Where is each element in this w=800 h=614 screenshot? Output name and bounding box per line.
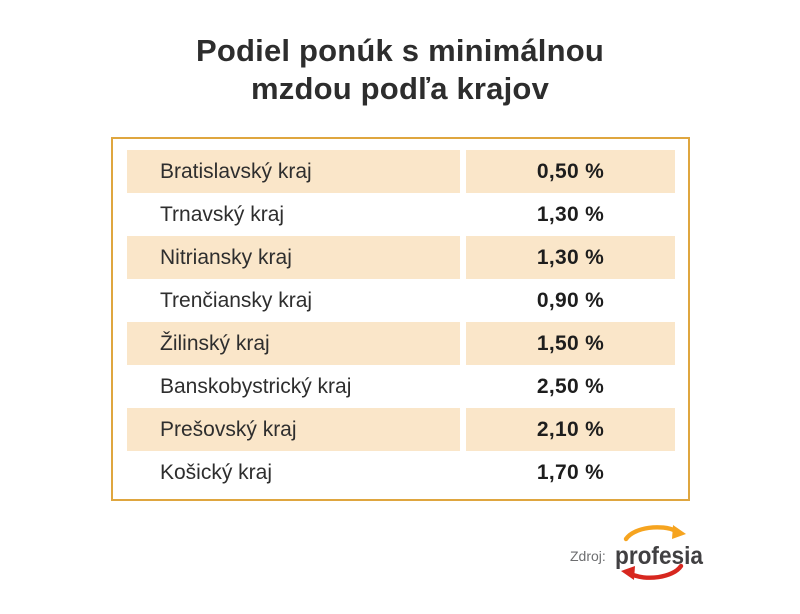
profesia-logo: profesia [615, 525, 704, 580]
source-attribution: Zdroj: profesia [570, 523, 707, 581]
value-cell: 1,50 % [466, 322, 675, 365]
source-label: Zdroj: [570, 548, 606, 564]
page-title-line2: mzdou podľa krajov [250, 71, 550, 106]
table-row: Bratislavský kraj 0,50 % [127, 150, 675, 193]
value-cell: 2,50 % [536, 374, 605, 398]
page-title-line1: Podiel ponúk s minimálnou [195, 33, 605, 68]
page-title: Podiel ponúk s minimálnou mzdou podľa kra… [0, 32, 800, 108]
value-cell: 1,30 % [466, 236, 675, 279]
logo-circular-arrows-icon [620, 525, 686, 580]
region-cell: Trnavský kraj [160, 202, 285, 226]
regions-table: Bratislavský kraj 0,50 % Trnavský kraj 1… [111, 137, 690, 501]
value-cell: 1,70 % [536, 460, 605, 484]
region-cell: Bratislavský kraj [127, 150, 460, 193]
value-cell: 0,50 % [466, 150, 675, 193]
region-cell: Prešovský kraj [127, 408, 460, 451]
value-cell: 2,10 % [466, 408, 675, 451]
table-row: Banskobystrický kraj 2,50 % [127, 365, 675, 408]
table-row: Trnavský kraj 1,30 % [127, 193, 675, 236]
region-cell: Trenčiansky kraj [160, 288, 313, 312]
value-cell: 0,90 % [536, 288, 605, 312]
table-row: Žilinský kraj 1,50 % [127, 322, 675, 365]
value-cell: 1,30 % [536, 202, 605, 226]
region-cell: Košický kraj [160, 460, 273, 484]
table-row: Košický kraj 1,70 % [127, 451, 675, 494]
table-row: Nitriansky kraj 1,30 % [127, 236, 675, 279]
table-row: Trenčiansky kraj 0,90 % [127, 279, 675, 322]
region-cell: Žilinský kraj [127, 322, 460, 365]
region-cell: Nitriansky kraj [127, 236, 460, 279]
region-cell: Banskobystrický kraj [160, 374, 352, 398]
logo-wordmark: profesia [615, 542, 704, 570]
table-row: Prešovský kraj 2,10 % [127, 408, 675, 451]
